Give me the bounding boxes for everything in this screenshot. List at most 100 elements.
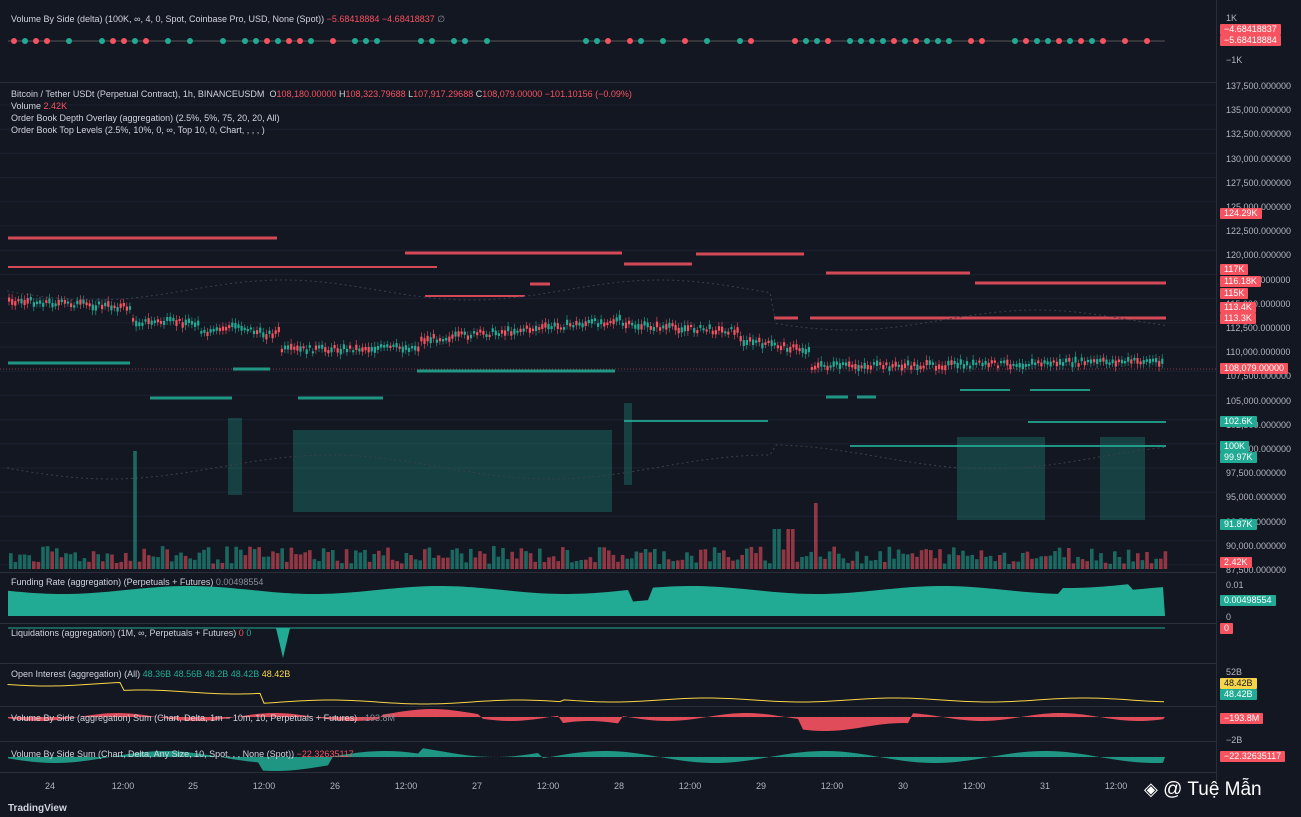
orderbook-level — [150, 396, 232, 400]
pane-separator[interactable] — [0, 572, 1216, 573]
candle-body — [113, 305, 116, 309]
candle-body — [631, 322, 634, 326]
volume-bar — [262, 556, 266, 569]
candle-body — [249, 327, 252, 330]
candle-body — [1021, 363, 1024, 370]
volume-bar — [538, 548, 542, 569]
price-tag: 117K — [1220, 264, 1249, 275]
candle-body — [882, 364, 885, 369]
depth-overlay — [228, 418, 242, 495]
volume-bar — [482, 553, 487, 569]
candle-body — [203, 329, 206, 333]
candle-body — [913, 362, 916, 367]
volume-bar — [726, 557, 731, 569]
candle-body — [305, 349, 308, 354]
pane-separator[interactable] — [0, 772, 1216, 773]
candle-body — [435, 339, 438, 343]
candle-body — [101, 304, 104, 310]
main-symbol-legend[interactable]: Bitcoin / Tether USDt (Perpetual Contrac… — [11, 89, 632, 99]
vbs-delta-legend[interactable]: Volume By Side (delta) (100K, ∞, 4, 0, S… — [11, 14, 445, 25]
volume-bar — [110, 554, 114, 569]
liquidations-legend[interactable]: Liquidations (aggregation) (1M, ∞, Perpe… — [11, 628, 251, 638]
orderbook-level — [774, 316, 798, 320]
pane-separator[interactable] — [0, 741, 1216, 742]
vbs-agg-legend[interactable]: Volume By Side (aggregation) Sum (Chart,… — [11, 713, 395, 723]
oi-last: 48.42B — [261, 669, 291, 679]
volume-bar — [455, 548, 459, 569]
tradingview-logo[interactable]: TradingView — [8, 803, 67, 814]
candle-body — [1000, 360, 1003, 364]
orderbook-levels-legend[interactable]: Order Book Top Levels (2.5%, 10%, 0, ∞, … — [11, 125, 265, 135]
hidden-icon[interactable]: ∅ — [437, 14, 446, 24]
volume-legend[interactable]: Volume 2.42K — [11, 101, 67, 111]
candle-body — [572, 325, 575, 328]
price-tag: 91.87K — [1220, 519, 1257, 530]
volume-bar — [386, 547, 390, 569]
delta-dot — [627, 38, 633, 44]
candle-body — [197, 320, 200, 326]
candle-body — [212, 328, 215, 332]
volume-bar — [841, 558, 846, 569]
liquidations-value-2: 0 — [246, 628, 252, 638]
watermark-text: @ Tuệ Mẫn — [1163, 779, 1262, 800]
candle-body — [442, 339, 445, 342]
candle-body — [993, 360, 996, 363]
orderbook-level — [826, 271, 970, 275]
pane-separator[interactable] — [0, 623, 1216, 624]
delta-dot — [1045, 38, 1051, 44]
orderbook-level — [850, 445, 1166, 447]
pane-separator[interactable] — [0, 82, 1216, 83]
y-tick: 105,000.000000 — [1226, 395, 1292, 406]
delta-dot — [363, 38, 369, 44]
volume-bar — [1076, 556, 1080, 569]
candle-body — [302, 346, 305, 349]
volume-bar — [933, 558, 938, 569]
candle-body — [1120, 359, 1124, 364]
volume-bar — [510, 551, 514, 569]
oi-legend[interactable]: Open Interest (aggregation) (All) 48.36B… — [11, 669, 290, 679]
candle-body — [869, 365, 872, 370]
volume-bar — [13, 561, 18, 569]
candle-body — [944, 365, 947, 371]
volume-bar — [565, 550, 570, 569]
funding-legend[interactable]: Funding Rate (aggregation) (Perpetuals +… — [11, 577, 263, 587]
liquidations-title: Liquidations (aggregation) (1M, ∞, Perpe… — [11, 628, 237, 638]
volume-bar — [22, 554, 27, 569]
orderbook-level — [826, 395, 848, 399]
orderbook-depth-legend[interactable]: Order Book Depth Overlay (aggregation) (… — [11, 113, 280, 123]
delta-dot — [418, 38, 424, 44]
candle-body — [655, 321, 659, 328]
volume-bar — [786, 529, 790, 569]
candle-body — [73, 305, 76, 308]
candle-body — [401, 346, 404, 353]
candle-body — [556, 323, 559, 329]
volume-bar — [1103, 562, 1108, 569]
candle-body — [724, 331, 727, 334]
candle-body — [845, 362, 848, 366]
open-value: 108,180.00000 — [276, 89, 337, 99]
volume-bar — [1007, 563, 1011, 569]
candle-body — [767, 340, 770, 344]
volume-bar — [1163, 551, 1168, 569]
volume-bar — [91, 551, 96, 569]
candle-body — [1006, 359, 1009, 366]
price-tag: 113.3K — [1220, 313, 1256, 324]
delta-dot — [968, 38, 974, 44]
vbs-sum-legend[interactable]: Volume By Side Sum (Chart, Delta, Any Si… — [11, 749, 354, 759]
pane-separator[interactable] — [0, 663, 1216, 664]
candle-body — [1083, 361, 1086, 366]
candle-body — [609, 320, 612, 324]
symbol-title[interactable]: Bitcoin / Tether USDt (Perpetual Contrac… — [11, 89, 265, 99]
volume-bar — [64, 553, 68, 569]
candle-body — [900, 364, 903, 371]
price-tag: 102.6K — [1220, 416, 1257, 427]
volume-bar — [326, 552, 330, 569]
volume-bar — [547, 557, 551, 569]
candle-body — [863, 362, 866, 369]
volume-bar — [55, 548, 59, 569]
candle-body — [1114, 360, 1117, 367]
candle-body — [132, 318, 135, 322]
candle-body — [696, 330, 699, 334]
pane-separator[interactable] — [0, 706, 1216, 707]
